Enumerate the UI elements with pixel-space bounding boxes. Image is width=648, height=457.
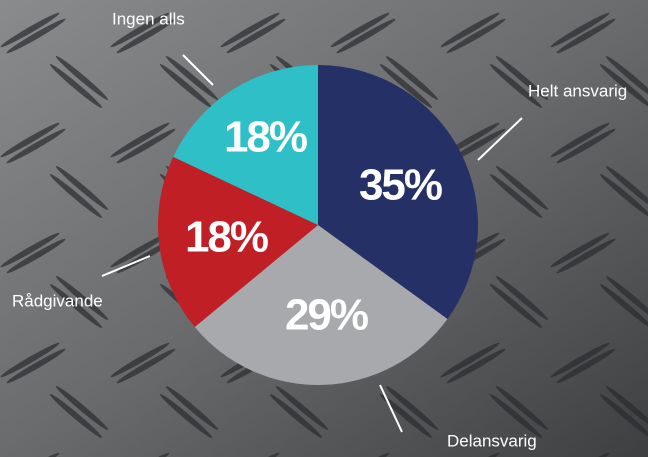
chart: 35% Helt ansvarig 29% Delansvarig 18% Rådgiva… — [0, 0, 648, 457]
value-label: 35% — [359, 161, 442, 210]
category-label: Helt ansvarig — [528, 81, 627, 100]
value-label: 18% — [224, 113, 307, 162]
category-label: Rådgivande — [12, 291, 103, 310]
value-label: 29% — [285, 291, 368, 340]
category-label: Ingen alls — [112, 9, 185, 28]
value-label: 18% — [185, 213, 268, 262]
category-label: Delansvarig — [447, 431, 537, 450]
